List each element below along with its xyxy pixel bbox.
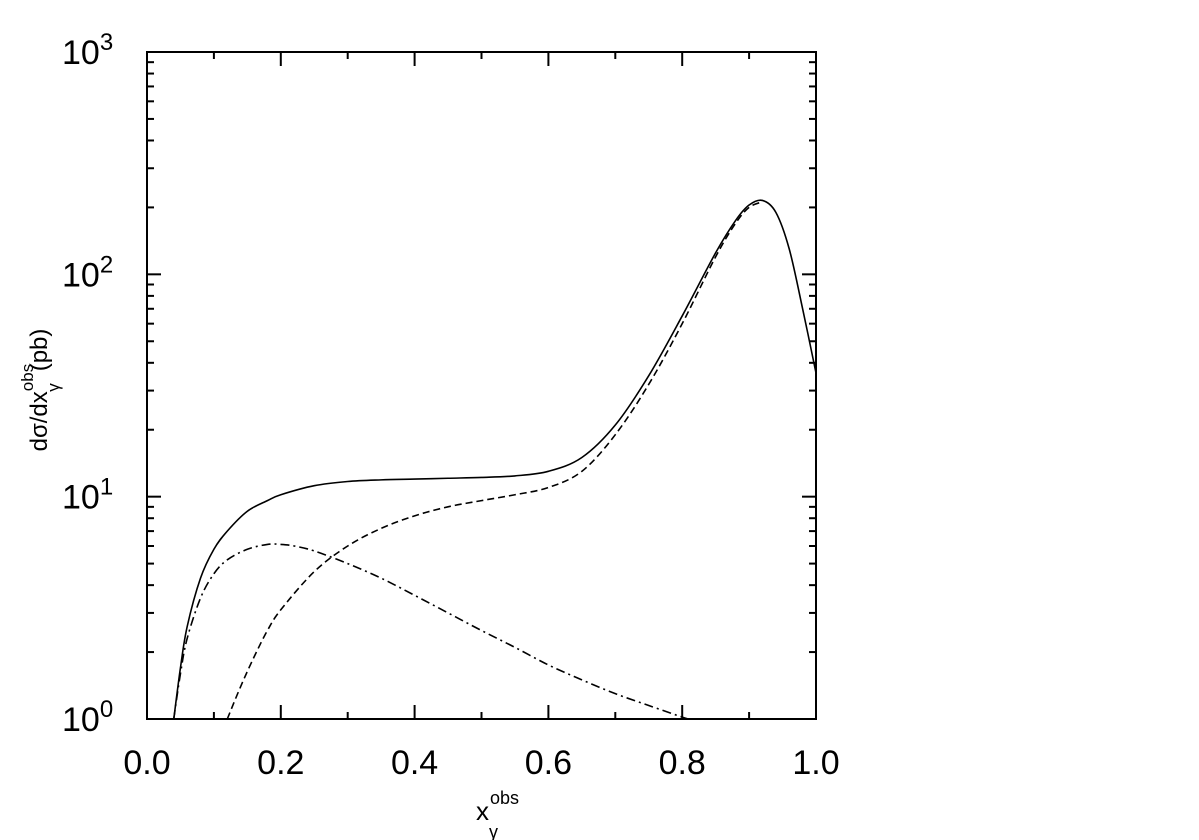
y-tick-label: 102 [62,251,113,294]
y-tick-label: 103 [62,29,113,72]
y-tick-label-base: 10 [62,701,100,739]
y-tick-label-exponent: 2 [100,251,113,278]
x-tick-labels: 0.0 0.2 0.4 0.6 0.8 1.0 [123,744,839,782]
x-tick-label: 0.0 [123,744,170,782]
axis-ticks [146,51,817,720]
y-tick-label: 100 [62,696,113,739]
y-tick-label-exponent: 1 [100,474,113,501]
x-axis-label-sub: γ [489,822,498,840]
y-tick-label-base: 10 [62,256,100,294]
plot-frame [146,51,817,720]
x-tick-label: 0.8 [659,744,706,782]
series-line-dashed [226,201,763,720]
y-tick-label-exponent: 3 [100,29,113,56]
x-axis-label-sup: obs [490,788,519,808]
y-axis-label-sup: obs [18,364,37,391]
y-tick-label-base: 10 [62,479,100,517]
y-axis-label-main: dσ/dx [26,391,53,451]
y-axis-label-unit: (pb) [26,329,53,372]
x-tick-label: 0.2 [257,744,304,782]
y-tick-label-base: 10 [62,34,100,72]
x-axis-label: xobs γ [476,788,519,840]
series-line-solid [172,199,817,720]
y-axis-label-sub: γ [44,383,63,392]
y-axis-label: dσ/dxobs γ (pb) [18,329,63,452]
y-tick-label: 101 [62,474,113,517]
x-axis-label-main: x [476,796,489,826]
series-group [172,199,817,720]
series-line-dash-dot [172,543,690,720]
x-tick-label: 1.0 [792,744,839,782]
x-tick-label: 0.6 [525,744,572,782]
y-tick-label-exponent: 0 [100,696,113,723]
x-tick-label: 0.4 [391,744,438,782]
